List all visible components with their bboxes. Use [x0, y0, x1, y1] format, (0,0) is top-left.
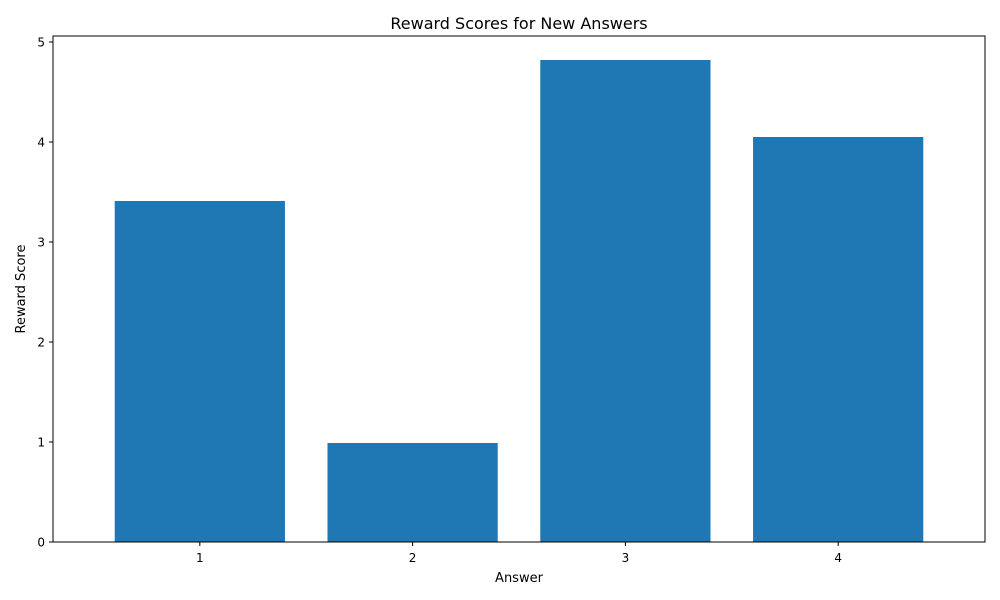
x-tick-label: 1 [196, 551, 204, 565]
x-axis-label: Answer [495, 571, 544, 586]
y-axis-ticks: 0 1 2 3 4 5 [37, 36, 53, 550]
y-axis-label: Reward Score [14, 245, 29, 334]
x-axis-ticks: 1 2 3 4 [196, 542, 842, 565]
x-tick-label: 4 [834, 551, 842, 565]
x-tick-label: 2 [409, 551, 417, 565]
y-tick-label: 5 [37, 36, 45, 50]
bar-4 [753, 137, 924, 542]
y-tick-label: 3 [37, 236, 45, 250]
y-tick-label: 2 [37, 336, 45, 350]
y-tick-label: 4 [37, 136, 45, 150]
y-tick-label: 0 [37, 536, 45, 550]
chart-title: Reward Scores for New Answers [390, 14, 647, 33]
bar-1 [114, 201, 285, 542]
bar-group [114, 60, 924, 542]
y-tick-label: 1 [37, 436, 45, 450]
bar-2 [327, 443, 498, 542]
x-tick-label: 3 [622, 551, 630, 565]
plot-frame [52, 35, 986, 543]
bar-3 [540, 60, 711, 542]
